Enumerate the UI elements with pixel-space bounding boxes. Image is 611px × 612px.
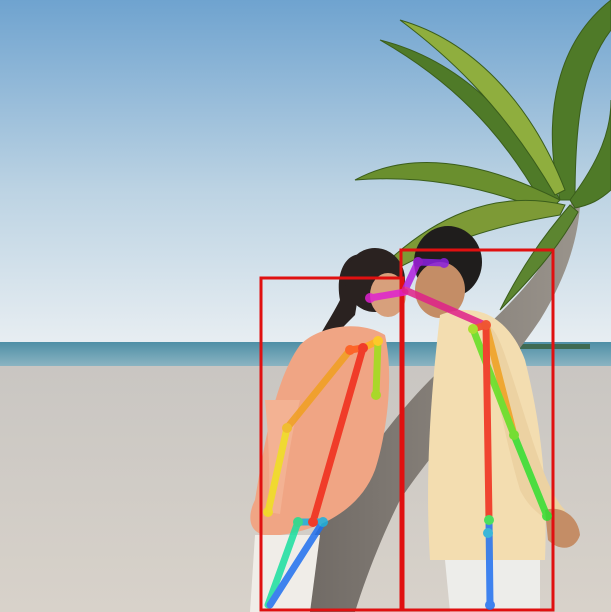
skeleton-man (401, 257, 552, 610)
far-island (520, 344, 590, 349)
skeleton-woman (263, 288, 409, 609)
detection-box-woman (259, 276, 405, 612)
palm-trunk (270, 200, 580, 612)
palm-fronds (354, 0, 611, 311)
sky (0, 0, 611, 345)
detection-box-man (399, 248, 555, 612)
